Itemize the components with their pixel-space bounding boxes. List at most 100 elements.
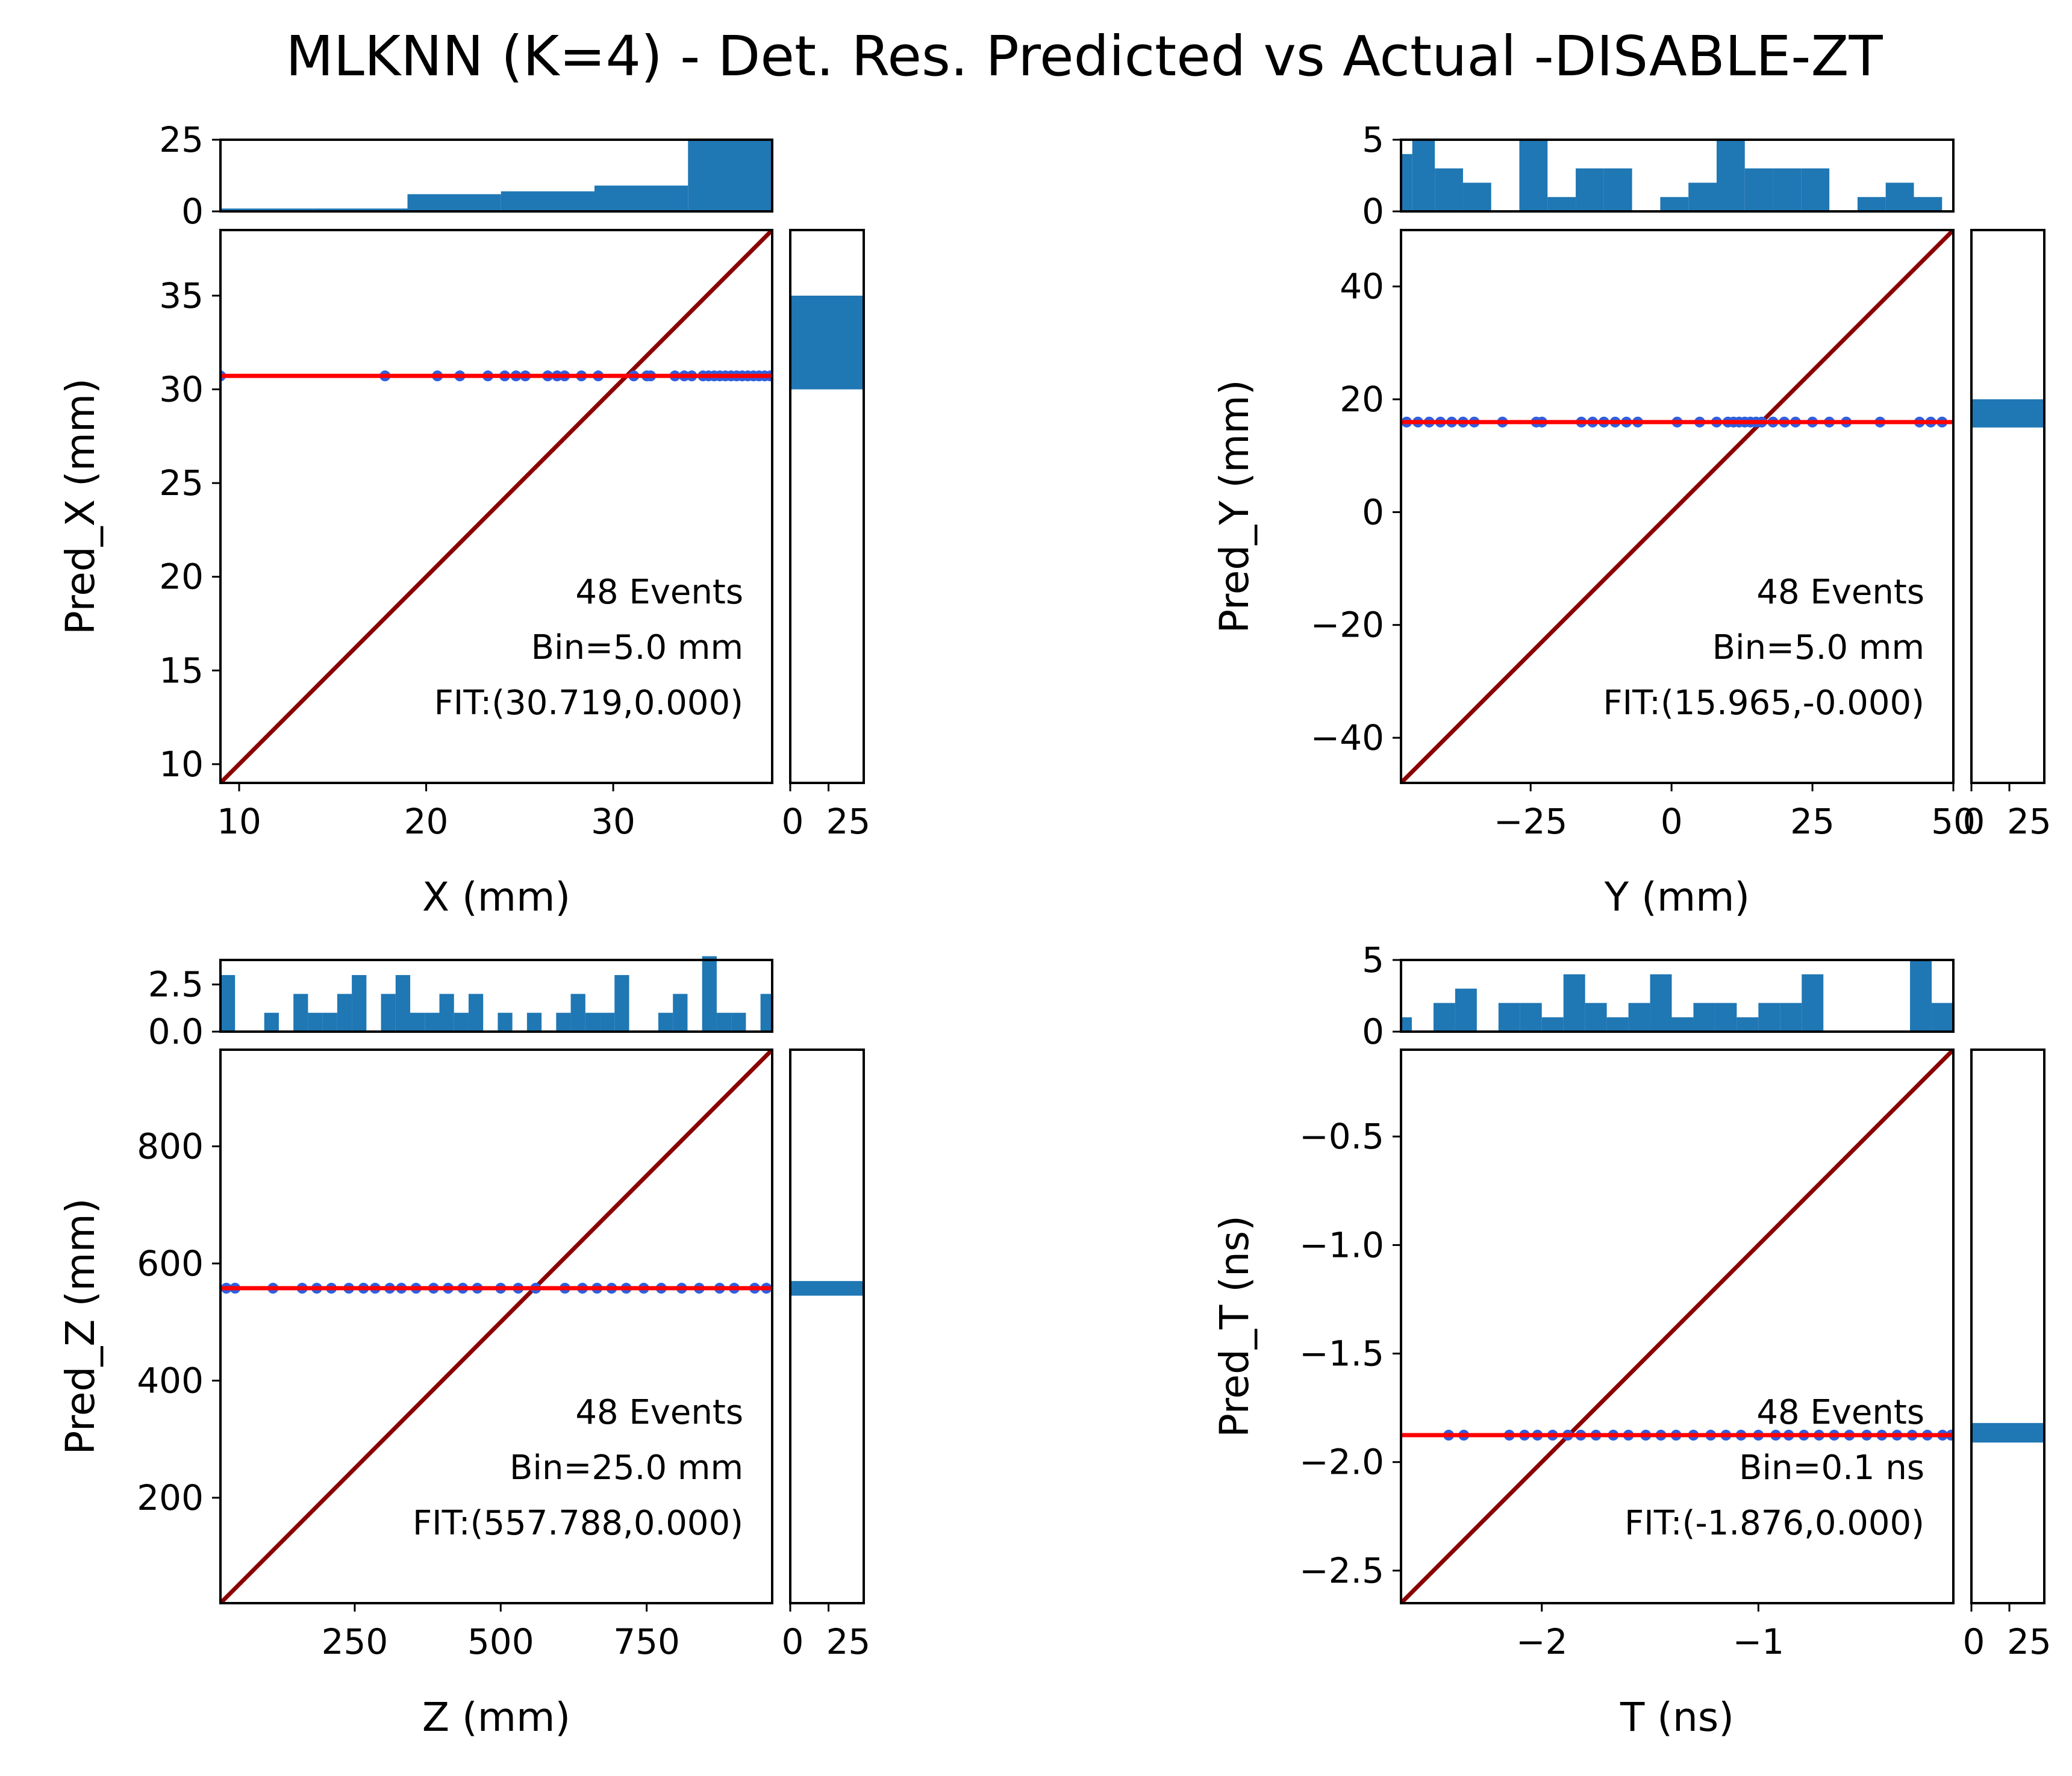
histogram-bar (570, 994, 585, 1032)
identity-line (1401, 1050, 1953, 1603)
histogram-bar (1520, 1003, 1542, 1032)
y-axis-label: Pred_T (ns) (1211, 1215, 1258, 1438)
y-tick-label: −40 (1311, 717, 1384, 758)
top-histogram-frame (219, 959, 773, 1033)
histogram-bar (1401, 1017, 1412, 1032)
x-tick-label: 0 (1963, 801, 1985, 842)
histogram-bar (425, 1012, 440, 1032)
histogram-bar (381, 994, 396, 1032)
x-tick-label: 25 (1790, 801, 1835, 842)
histogram-bar (790, 295, 864, 390)
x-tick-label: −25 (1494, 801, 1567, 842)
y-tick-label: 0 (1362, 191, 1384, 232)
right-histogram-frame (789, 1048, 865, 1604)
y-tick-label: −0.5 (1299, 1116, 1384, 1157)
histogram-bar (1715, 1003, 1737, 1032)
histogram-bar (1660, 197, 1689, 211)
histogram-bar (352, 975, 367, 1032)
histogram-bar (1744, 168, 1773, 211)
x-tick-label: 20 (404, 801, 449, 842)
annotation-text: Bin=0.1 ns (1739, 1448, 1924, 1488)
main-axes-frame (219, 1048, 773, 1604)
main-plot-area (1401, 1050, 1953, 1603)
top-histogram-frame (1400, 959, 1955, 1033)
y-tick-label: 25 (159, 119, 204, 160)
y-tick-label: 10 (159, 744, 204, 785)
main-plot-area (1401, 230, 1953, 783)
x-axis-label: Z (mm) (422, 1694, 570, 1740)
top-histogram: 05 (1362, 119, 1955, 232)
annotation-text: FIT:(30.719,0.000) (434, 684, 743, 723)
histogram-bar (1717, 140, 1745, 211)
annotation-text: Bin=5.0 mm (1712, 628, 1924, 667)
histogram-bar (220, 975, 236, 1032)
histogram-bar (556, 1012, 571, 1032)
histogram-bar (1603, 168, 1632, 211)
histogram-bar (1758, 1003, 1780, 1032)
right-histogram-frame (1970, 1048, 2045, 1604)
annotation-text: 48 Events (575, 573, 743, 612)
histogram-bar (1737, 1017, 1759, 1032)
histogram-bar (790, 1281, 864, 1296)
x-tick-label: 0 (1661, 801, 1683, 842)
y-tick-label: 0 (181, 191, 204, 232)
histogram-bar (1688, 182, 1717, 211)
right-histogram-frame (1970, 229, 2045, 784)
y-tick-label: 35 (159, 275, 204, 316)
histogram-bar (293, 994, 308, 1032)
y-tick-label: 0 (1362, 491, 1384, 532)
annotation-text: 48 Events (1756, 573, 1924, 612)
y-tick-label: 0.0 (148, 1011, 204, 1052)
histogram-bar (407, 194, 501, 211)
histogram-bar (1780, 1003, 1802, 1032)
histogram-bar (1401, 154, 1412, 211)
histogram-bar (1914, 197, 1942, 211)
y-tick-label: 5 (1362, 119, 1384, 160)
histogram-bar (688, 140, 772, 211)
y-tick-label: 800 (137, 1126, 204, 1167)
y-tick-label: 25 (159, 463, 204, 503)
x-tick-label: 250 (322, 1621, 388, 1662)
subplot-1: 10 20 30 10 15 20 25 30 35 X (mm) Pred_X (mm) 48 Ev… (57, 119, 870, 920)
histogram-bar (673, 994, 688, 1032)
x-tick-label: 25 (2007, 1621, 2052, 1662)
annotation-text: FIT:(15.965,-0.000) (1603, 684, 1924, 723)
histogram-bar (658, 1012, 673, 1032)
histogram-bar (439, 994, 454, 1032)
histogram-bar (395, 975, 411, 1032)
right-histogram-frame (789, 229, 865, 784)
y-tick-label: 600 (137, 1243, 204, 1284)
histogram-bar (1932, 1003, 1953, 1032)
y-tick-label: 20 (1340, 379, 1384, 420)
x-tick-label: 30 (591, 801, 635, 842)
x-tick-label: 0 (1963, 1621, 1985, 1662)
y-tick-label: −2.5 (1299, 1550, 1384, 1591)
x-axis-label: Y (mm) (1604, 874, 1750, 920)
histogram-bar (585, 1012, 601, 1032)
y-tick-label: 200 (137, 1477, 204, 1518)
histogram-bar (1910, 960, 1932, 1032)
annotation-text: Bin=25.0 mm (510, 1448, 743, 1488)
main-axes-frame (1400, 229, 1955, 784)
histogram-bar (1455, 988, 1477, 1032)
histogram-bar (1519, 140, 1548, 211)
histogram-bar (1563, 974, 1585, 1032)
histogram-bar (410, 1012, 425, 1032)
y-tick-label: 5 (1362, 939, 1384, 980)
annotation-text: FIT:(557.788,0.000) (413, 1504, 743, 1543)
main-axes-frame (1400, 1048, 1955, 1604)
histogram-bar (526, 1012, 542, 1032)
histogram-bar (1885, 182, 1914, 211)
y-tick-label: 400 (137, 1360, 204, 1401)
histogram-bar (1462, 182, 1491, 211)
x-axis-label: X (mm) (422, 874, 570, 920)
y-tick-label: 20 (159, 556, 204, 597)
identity-line (220, 230, 772, 783)
histogram-bar (731, 1012, 746, 1032)
histogram-bar (1802, 974, 1824, 1032)
x-tick-label: 10 (217, 801, 261, 842)
top-histogram: 0.02.5 (148, 956, 773, 1052)
subplot-4: −2 −1 −2.5 −2.0 −1.5 −1.0 −0.5 T (ns) Pred_T (ns… (1211, 939, 2052, 1740)
histogram-bar (1541, 1017, 1564, 1032)
x-tick-label: 0 (782, 801, 804, 842)
